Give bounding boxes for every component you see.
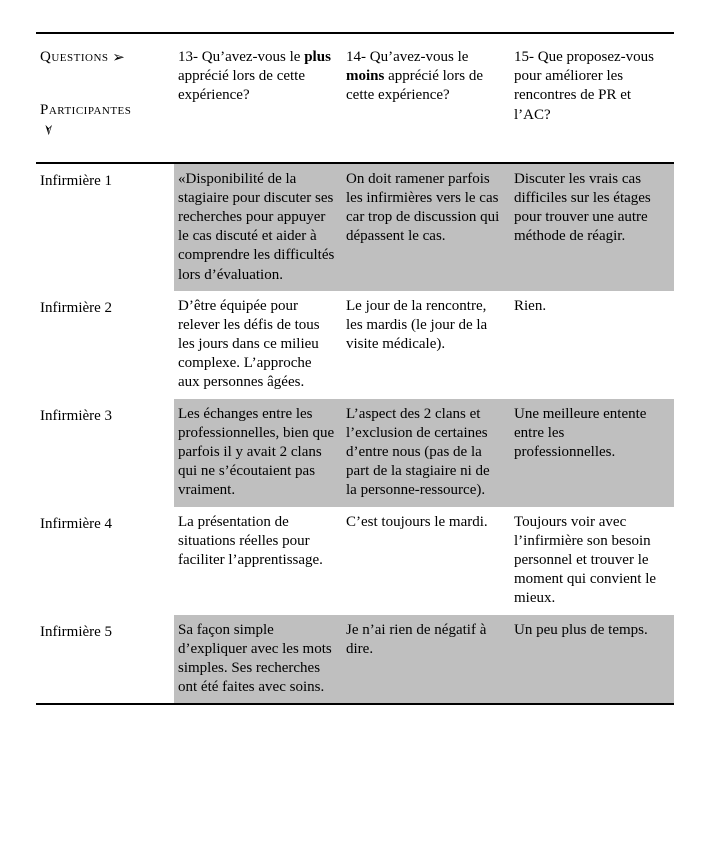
arrow-right-icon: ➢ xyxy=(112,49,125,68)
questions-word: Questions xyxy=(40,49,109,65)
participants-word: Participantes xyxy=(40,102,131,118)
cell-q13: D’être équipée pour relever les défis de… xyxy=(174,291,342,399)
cell-q13: La présentation de situations réelles po… xyxy=(174,507,342,615)
q15-text: 15- Que proposez-vous pour améliorer les… xyxy=(514,49,654,123)
cell-q13: «Disponibilité de la stagiaire pour disc… xyxy=(174,163,342,291)
participants-axis-label: Participantes ➢ xyxy=(40,101,168,139)
table-row: Infirmière 4 La présentation de situatio… xyxy=(36,507,674,615)
q13-prefix: 13- Qu’avez-vous le xyxy=(178,49,304,65)
cell-q15: Discuter les vrais cas difficiles sur le… xyxy=(510,163,674,291)
cell-q13: Sa façon simple d’expliquer avec les mot… xyxy=(174,615,342,705)
participant-label: Infirmière 1 xyxy=(36,163,174,291)
table-header-row: Questions ➢ Participantes ➢ 13- Qu’avez-… xyxy=(36,33,674,163)
header-q13: 13- Qu’avez-vous le plus apprécié lors d… xyxy=(174,33,342,163)
q14-prefix: 14- Qu’avez-vous le xyxy=(346,49,468,65)
cell-q14: Le jour de la rencontre, les mardis (le … xyxy=(342,291,510,399)
header-q15: 15- Que proposez-vous pour améliorer les… xyxy=(510,33,674,163)
cell-q15: Une meilleure entente entre les professi… xyxy=(510,399,674,507)
questions-axis-label: Questions ➢ xyxy=(40,48,168,67)
table-row: Infirmière 1 «Disponibilité de la stagia… xyxy=(36,163,674,291)
cell-q14: On doit ramener parfois les infirmières … xyxy=(342,163,510,291)
header-q14: 14- Qu’avez-vous le moins apprécié lors … xyxy=(342,33,510,163)
table-row: Infirmière 3 Les échanges entre les prof… xyxy=(36,399,674,507)
q14-bold: moins xyxy=(346,68,384,84)
page-container: Questions ➢ Participantes ➢ 13- Qu’avez-… xyxy=(0,0,705,745)
q13-bold: plus xyxy=(304,49,331,65)
participant-label: Infirmière 2 xyxy=(36,291,174,399)
cell-q15: Toujours voir avec l’infirmière son beso… xyxy=(510,507,674,615)
cell-q14: Je n’ai rien de négatif à dire. xyxy=(342,615,510,705)
table-row: Infirmière 5 Sa façon simple d’expliquer… xyxy=(36,615,674,705)
cell-q14: C’est toujours le mardi. xyxy=(342,507,510,615)
q13-suffix: apprécié lors de cette expérience? xyxy=(178,68,305,103)
participant-label: Infirmière 3 xyxy=(36,399,174,507)
header-axis-cell: Questions ➢ Participantes ➢ xyxy=(36,33,174,163)
data-table: Questions ➢ Participantes ➢ 13- Qu’avez-… xyxy=(36,32,674,705)
arrow-down-icon: ➢ xyxy=(38,124,57,137)
cell-q14: L’aspect des 2 clans et l’exclusion de c… xyxy=(342,399,510,507)
cell-q15: Rien. xyxy=(510,291,674,399)
table-row: Infirmière 2 D’être équipée pour relever… xyxy=(36,291,674,399)
participant-label: Infirmière 4 xyxy=(36,507,174,615)
cell-q13: Les échanges entre les professionnelles,… xyxy=(174,399,342,507)
cell-q15: Un peu plus de temps. xyxy=(510,615,674,705)
participant-label: Infirmière 5 xyxy=(36,615,174,705)
